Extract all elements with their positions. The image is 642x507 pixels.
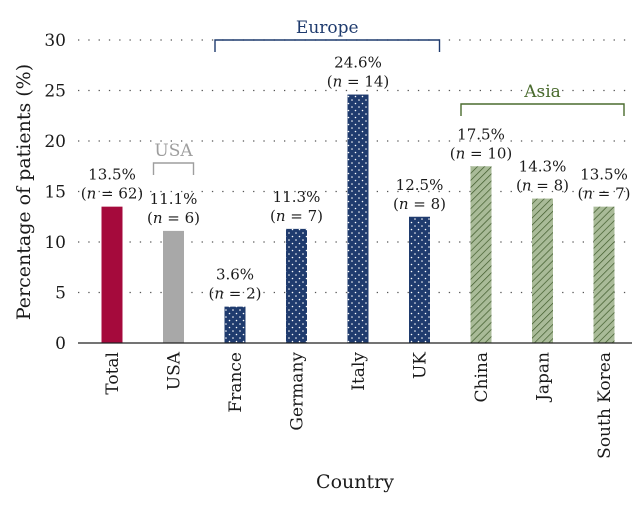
y-tick-label: 25 xyxy=(44,82,66,102)
x-axis-title: Country xyxy=(316,471,394,493)
bar-uk xyxy=(409,216,430,343)
group-label: Europe xyxy=(296,18,359,38)
y-tick-label: 5 xyxy=(55,284,66,304)
y-tick-label: 0 xyxy=(55,334,66,354)
group-bracket xyxy=(460,103,625,116)
x-tick-label: France xyxy=(226,352,246,413)
y-tick-label: 15 xyxy=(44,183,66,203)
group-label: USA xyxy=(154,141,193,161)
bar-south-korea xyxy=(593,206,615,343)
data-label-n: (n = 6) xyxy=(147,209,200,227)
data-label-n: (n = 8) xyxy=(393,195,446,213)
bar-germany xyxy=(286,228,307,343)
x-tick-label: Total xyxy=(103,352,123,395)
data-label-percent: 13.5% xyxy=(580,166,628,184)
y-axis-title: Percentage of patients (%) xyxy=(13,64,35,320)
bar-italy xyxy=(347,94,369,343)
bar-france xyxy=(224,306,246,343)
data-label-percent: 17.5% xyxy=(457,125,505,143)
bar-total xyxy=(101,206,123,343)
y-axis-ticks: 0 5 10 15 20 25 30 xyxy=(44,31,66,354)
x-axis-categories: Total USA France Germany Italy UK China Japan So… xyxy=(103,351,615,459)
y-tick-label: 20 xyxy=(44,132,66,152)
data-label-n: (n = 10) xyxy=(450,144,513,162)
x-tick-label: South Korea xyxy=(595,352,615,459)
bars xyxy=(101,94,615,343)
group-bracket xyxy=(214,39,441,52)
data-label-n: (n = 2) xyxy=(208,285,261,303)
group-label: Asia xyxy=(523,82,561,102)
bar-china xyxy=(470,166,492,343)
data-label-percent: 11.1% xyxy=(150,190,198,208)
x-tick-label: Japan xyxy=(534,352,554,403)
data-label-percent: 14.3% xyxy=(519,158,567,176)
y-tick-label: 10 xyxy=(44,233,66,253)
data-label-percent: 11.3% xyxy=(273,188,321,206)
data-label-percent: 13.5% xyxy=(88,166,136,184)
bar-usa xyxy=(163,230,184,343)
bar-japan xyxy=(532,198,553,343)
data-label-percent: 24.6% xyxy=(334,54,382,72)
data-label-n: (n = 14) xyxy=(327,73,390,91)
group-brackets: USA Europe Asia xyxy=(152,18,625,175)
x-tick-label: Italy xyxy=(349,352,369,391)
x-tick-label: Germany xyxy=(288,352,308,431)
group-bracket xyxy=(152,162,195,175)
data-label-percent: 12.5% xyxy=(396,176,444,194)
data-label-n: (n = 8) xyxy=(516,177,569,195)
data-label-percent: 3.6% xyxy=(216,266,254,284)
data-labels: 13.5%(n = 62) 11.1%(n = 6)3.6%(n = 2)11.3… xyxy=(81,54,631,303)
x-tick-label: UK xyxy=(411,352,431,379)
y-tick-label: 30 xyxy=(44,31,66,51)
data-label-n: (n = 7) xyxy=(577,185,630,203)
x-tick-label: USA xyxy=(165,351,185,390)
data-label-n: (n = 7) xyxy=(270,207,323,225)
x-tick-label: China xyxy=(472,352,492,402)
data-label-n: (n = 62) xyxy=(81,185,144,203)
